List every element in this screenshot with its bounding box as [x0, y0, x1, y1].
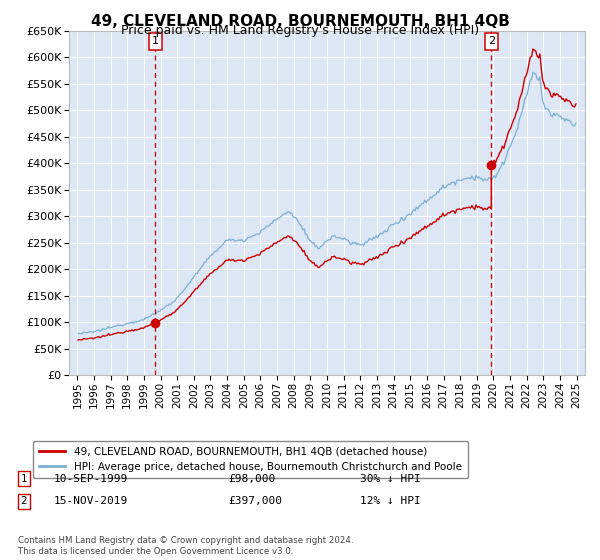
Legend: 49, CLEVELAND ROAD, BOURNEMOUTH, BH1 4QB (detached house), HPI: Average price, d: 49, CLEVELAND ROAD, BOURNEMOUTH, BH1 4QB…: [33, 441, 468, 478]
Text: 1: 1: [20, 474, 28, 484]
Text: 49, CLEVELAND ROAD, BOURNEMOUTH, BH1 4QB: 49, CLEVELAND ROAD, BOURNEMOUTH, BH1 4QB: [91, 14, 509, 29]
Text: Price paid vs. HM Land Registry's House Price Index (HPI): Price paid vs. HM Land Registry's House …: [121, 24, 479, 37]
Text: £397,000: £397,000: [228, 496, 282, 506]
Text: 1: 1: [152, 36, 159, 46]
Text: 12% ↓ HPI: 12% ↓ HPI: [360, 496, 421, 506]
Text: 2: 2: [20, 496, 28, 506]
Text: 2: 2: [488, 36, 495, 46]
Text: 10-SEP-1999: 10-SEP-1999: [54, 474, 128, 484]
Text: £98,000: £98,000: [228, 474, 275, 484]
Text: 30% ↓ HPI: 30% ↓ HPI: [360, 474, 421, 484]
Text: 15-NOV-2019: 15-NOV-2019: [54, 496, 128, 506]
Text: Contains HM Land Registry data © Crown copyright and database right 2024.
This d: Contains HM Land Registry data © Crown c…: [18, 536, 353, 556]
